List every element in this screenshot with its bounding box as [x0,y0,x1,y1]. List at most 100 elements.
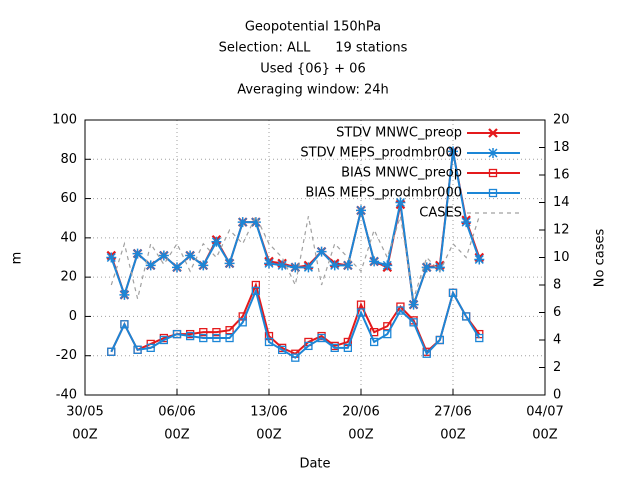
data-point [107,347,116,356]
data-point [158,250,169,261]
y2-tick-label: 10 [553,250,570,265]
series-line [110,287,481,359]
legend-label: STDV MEPS_prodmbr000 [300,146,462,161]
data-point [303,262,314,273]
data-point [159,335,169,345]
data-point [356,308,366,317]
data-point [395,197,406,208]
data-point [264,258,274,269]
y2-tick-label: 20 [553,113,570,128]
data-point [369,337,379,347]
data-point [106,252,117,263]
y-tick-label: -40 [56,388,77,403]
legend-label: CASES [419,206,462,221]
data-point [264,337,274,347]
data-point [185,331,195,341]
title-line: Selection: ALL 19 stations [219,41,408,56]
legend-label: STDV MNWC_preop [336,126,462,141]
x-tick-label: 06/06 [158,405,195,420]
data-point [250,217,261,228]
data-point [317,333,326,343]
data-point [383,329,392,339]
x-tick-label: 27/06 [434,405,471,420]
data-point [369,256,380,267]
legend-marker [488,188,498,198]
data-point [277,260,288,271]
x-tick-label: 00Z [256,428,282,443]
y-axis-label: m [10,252,25,265]
data-point [225,326,234,335]
x-tick-label: 04/07 [526,405,563,420]
data-point [448,146,458,157]
data-point [185,250,196,261]
data-point [172,262,182,273]
y-tick-label: 40 [60,230,77,245]
y2-tick-label: 12 [553,223,570,238]
data-point [421,262,432,273]
y2-tick-label: 2 [553,360,561,375]
data-point [225,333,234,343]
data-point [396,306,405,315]
data-point [238,318,247,327]
data-point [461,217,472,228]
y2-tick-label: 6 [553,305,561,320]
y-tick-label: 20 [60,270,77,285]
x-tick-label: 00Z [164,428,190,443]
data-point [212,333,221,343]
y2-axis-label: No cases [593,229,608,288]
title-line: Used {06} + 06 [260,62,365,77]
data-point [343,343,353,353]
y-tick-label: -20 [56,348,77,363]
data-point [237,217,248,228]
y2-tick-label: 0 [553,388,561,403]
data-point [277,345,287,354]
title-line: Averaging window: 24h [237,83,389,98]
data-point [304,341,313,351]
data-point [132,248,143,259]
y-tick-label: 100 [52,113,77,128]
data-point [291,353,300,362]
data-point [199,333,208,343]
data-point [435,335,445,345]
data-point [422,349,431,358]
data-point [251,286,261,296]
x-tick-label: 20/06 [342,405,379,420]
data-point [474,254,485,265]
y-tick-label: 0 [69,309,77,324]
data-point [382,260,393,271]
plot-frame [84,119,546,396]
y2-tick-label: 16 [553,168,570,183]
data-point [120,320,129,329]
data-point [448,288,458,298]
data-point [172,329,182,339]
data-point [133,345,142,354]
legend-marker [488,128,498,138]
legend-label: BIAS MNWC_preop [341,166,462,181]
x-axis-label: Date [299,457,330,472]
x-tick-label: 00Z [348,428,374,443]
data-point [316,246,327,257]
x-tick-label: 00Z [72,428,98,443]
x-tick-label: 30/05 [66,405,103,420]
data-point [224,258,235,269]
legend-marker [488,148,498,158]
data-point [211,236,222,247]
data-point [342,260,353,271]
data-point [198,260,209,271]
x-tick-label: 00Z [532,428,558,443]
data-point [212,327,221,337]
x-tick-label: 13/06 [250,405,287,420]
data-point [356,300,366,309]
data-point [356,205,366,216]
data-point [329,260,340,271]
x-tick-label: 00Z [440,428,466,443]
y-tick-label: 80 [60,152,77,167]
data-point [199,327,208,337]
series-line [110,214,480,299]
y2-tick-label: 4 [553,333,561,348]
y-tick-label: 60 [60,191,77,206]
data-point [145,260,156,271]
data-point [409,318,418,327]
legend-label: BIAS MEPS_prodmbr000 [305,186,462,201]
